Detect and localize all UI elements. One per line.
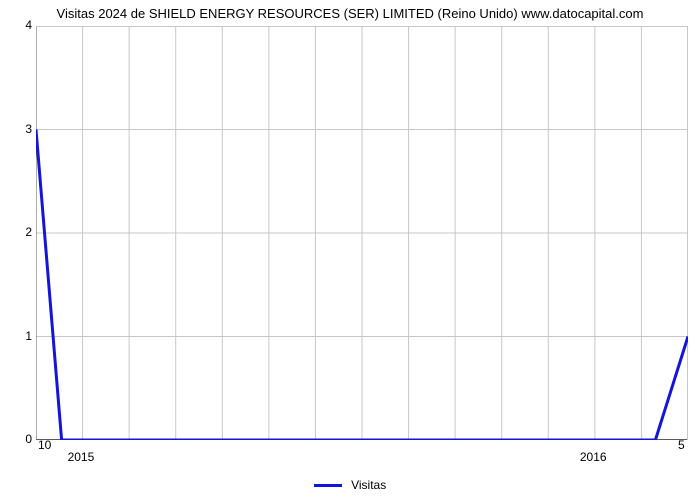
y-tick-label: 2 (6, 225, 32, 239)
x-axis-bottom-right-label: 5 (678, 438, 685, 452)
legend-label: Visitas (351, 478, 386, 492)
chart-svg (36, 26, 688, 440)
legend-swatch (314, 484, 342, 487)
y-tick-label: 1 (6, 329, 32, 343)
x-tick-label: 2015 (68, 450, 95, 464)
y-tick-label: 4 (6, 18, 32, 32)
chart-container: Visitas 2024 de SHIELD ENERGY RESOURCES … (0, 0, 700, 500)
y-tick-label: 0 (6, 432, 32, 446)
plot-area (36, 26, 688, 440)
legend: Visitas (0, 478, 700, 492)
x-axis-bottom-left-label: 10 (38, 438, 51, 452)
x-tick-label: 2016 (580, 450, 607, 464)
chart-title: Visitas 2024 de SHIELD ENERGY RESOURCES … (0, 6, 700, 21)
y-tick-label: 3 (6, 122, 32, 136)
